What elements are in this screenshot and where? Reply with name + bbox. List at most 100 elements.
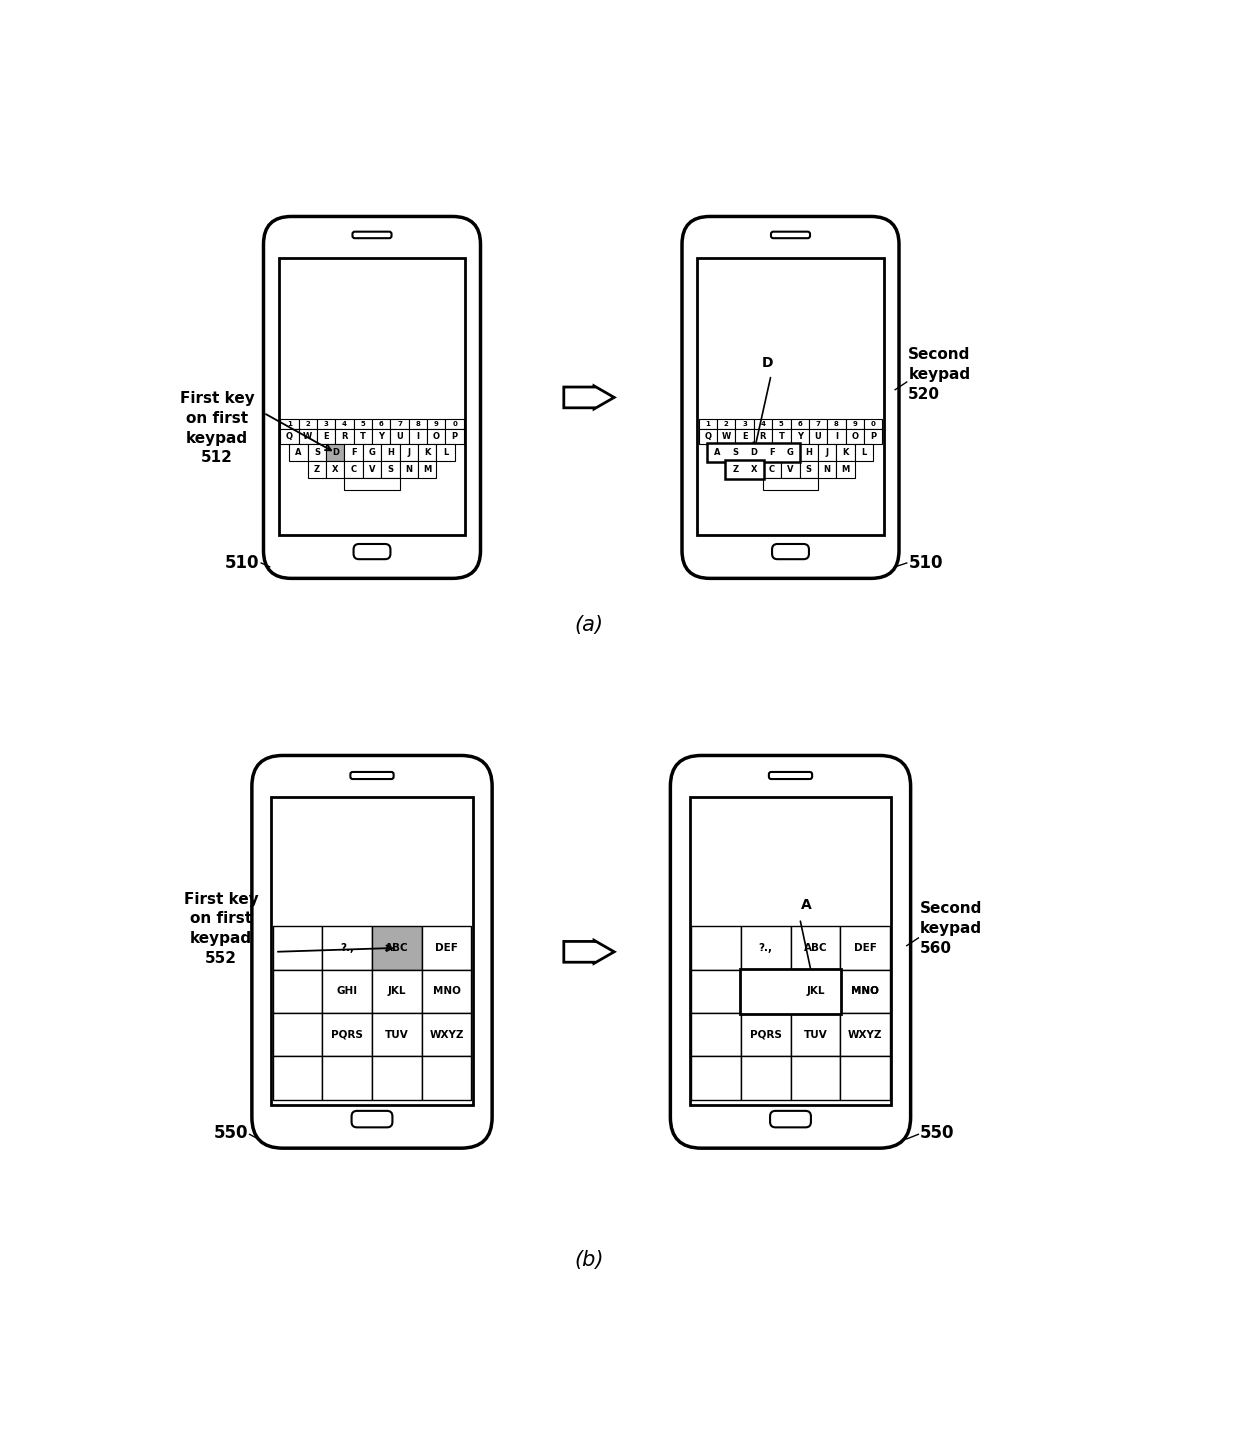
- Text: L: L: [443, 448, 448, 457]
- Bar: [322, 1013, 372, 1056]
- Bar: [422, 926, 471, 969]
- Text: 1: 1: [706, 421, 711, 427]
- Text: R: R: [760, 432, 766, 441]
- Text: S: S: [733, 448, 739, 457]
- Text: 510: 510: [226, 554, 259, 572]
- Bar: [791, 969, 841, 1013]
- Bar: [699, 428, 717, 444]
- FancyBboxPatch shape: [671, 756, 910, 1148]
- Text: M: M: [423, 466, 432, 474]
- Bar: [279, 258, 465, 535]
- Text: (a): (a): [574, 615, 604, 634]
- Bar: [317, 428, 335, 444]
- Text: WXYZ: WXYZ: [848, 1030, 883, 1040]
- Text: Q: Q: [286, 432, 293, 441]
- Bar: [691, 1013, 740, 1056]
- Text: J: J: [826, 448, 828, 457]
- Text: D: D: [750, 448, 758, 457]
- Bar: [317, 419, 335, 428]
- Text: 3: 3: [324, 421, 329, 427]
- Text: Y: Y: [378, 432, 384, 441]
- Bar: [399, 444, 418, 461]
- Text: ABC: ABC: [386, 943, 409, 953]
- Bar: [418, 444, 436, 461]
- Polygon shape: [564, 940, 614, 963]
- Bar: [272, 797, 472, 1106]
- FancyBboxPatch shape: [352, 232, 392, 238]
- Bar: [854, 444, 873, 461]
- Text: C: C: [351, 466, 357, 474]
- FancyBboxPatch shape: [353, 544, 391, 559]
- Text: F: F: [769, 448, 775, 457]
- Bar: [841, 1056, 890, 1100]
- Polygon shape: [564, 386, 614, 409]
- Bar: [691, 969, 740, 1013]
- FancyBboxPatch shape: [263, 216, 481, 579]
- Bar: [273, 1056, 322, 1100]
- Bar: [707, 444, 801, 461]
- Text: 4: 4: [760, 421, 765, 427]
- Text: 0: 0: [870, 421, 875, 427]
- Bar: [436, 444, 455, 461]
- Bar: [745, 444, 763, 461]
- Bar: [381, 444, 399, 461]
- Text: First key
on first
keypad
512: First key on first keypad 512: [180, 390, 254, 466]
- Bar: [345, 461, 363, 479]
- Bar: [735, 419, 754, 428]
- Bar: [791, 428, 808, 444]
- Bar: [740, 969, 791, 1013]
- Text: U: U: [396, 432, 403, 441]
- FancyBboxPatch shape: [770, 1111, 811, 1127]
- Bar: [353, 428, 372, 444]
- Bar: [740, 969, 841, 1014]
- Text: MNO: MNO: [433, 987, 460, 997]
- Text: P: P: [870, 432, 877, 441]
- Bar: [372, 969, 422, 1013]
- FancyBboxPatch shape: [682, 216, 899, 579]
- Bar: [422, 969, 471, 1013]
- Text: O: O: [851, 432, 858, 441]
- Text: G: G: [368, 448, 376, 457]
- FancyBboxPatch shape: [252, 756, 492, 1148]
- Text: A: A: [295, 448, 301, 457]
- Bar: [326, 461, 345, 479]
- FancyBboxPatch shape: [769, 772, 812, 779]
- Text: TUV: TUV: [804, 1030, 827, 1040]
- Bar: [335, 419, 353, 428]
- Bar: [708, 444, 727, 461]
- Bar: [740, 926, 791, 969]
- Text: TUV: TUV: [384, 1030, 409, 1040]
- Text: 7: 7: [397, 421, 402, 427]
- Bar: [363, 444, 381, 461]
- Bar: [791, 419, 808, 428]
- Text: Z: Z: [733, 466, 739, 474]
- Text: Second
keypad
560: Second keypad 560: [920, 901, 982, 956]
- Text: E: E: [742, 432, 748, 441]
- Text: (b): (b): [574, 1249, 604, 1270]
- Bar: [763, 444, 781, 461]
- Text: JKL: JKL: [806, 987, 825, 997]
- Text: MNO: MNO: [851, 987, 879, 997]
- Text: PQRS: PQRS: [331, 1030, 363, 1040]
- Text: ?.,: ?.,: [759, 943, 773, 953]
- Text: K: K: [424, 448, 430, 457]
- Text: W: W: [303, 432, 312, 441]
- Text: JKL: JKL: [806, 987, 825, 997]
- Text: ?.,: ?.,: [340, 943, 355, 953]
- Bar: [273, 1013, 322, 1056]
- Bar: [399, 461, 418, 479]
- Text: X: X: [750, 466, 758, 474]
- Bar: [763, 479, 818, 490]
- Bar: [717, 428, 735, 444]
- Text: N: N: [405, 466, 412, 474]
- Text: S: S: [387, 466, 393, 474]
- Bar: [763, 461, 781, 479]
- Bar: [791, 1056, 841, 1100]
- Bar: [691, 926, 740, 969]
- Text: O: O: [433, 432, 440, 441]
- Bar: [689, 797, 892, 1106]
- FancyBboxPatch shape: [771, 232, 810, 238]
- Text: F: F: [351, 448, 356, 457]
- Text: 2: 2: [305, 421, 310, 427]
- Text: 6: 6: [378, 421, 383, 427]
